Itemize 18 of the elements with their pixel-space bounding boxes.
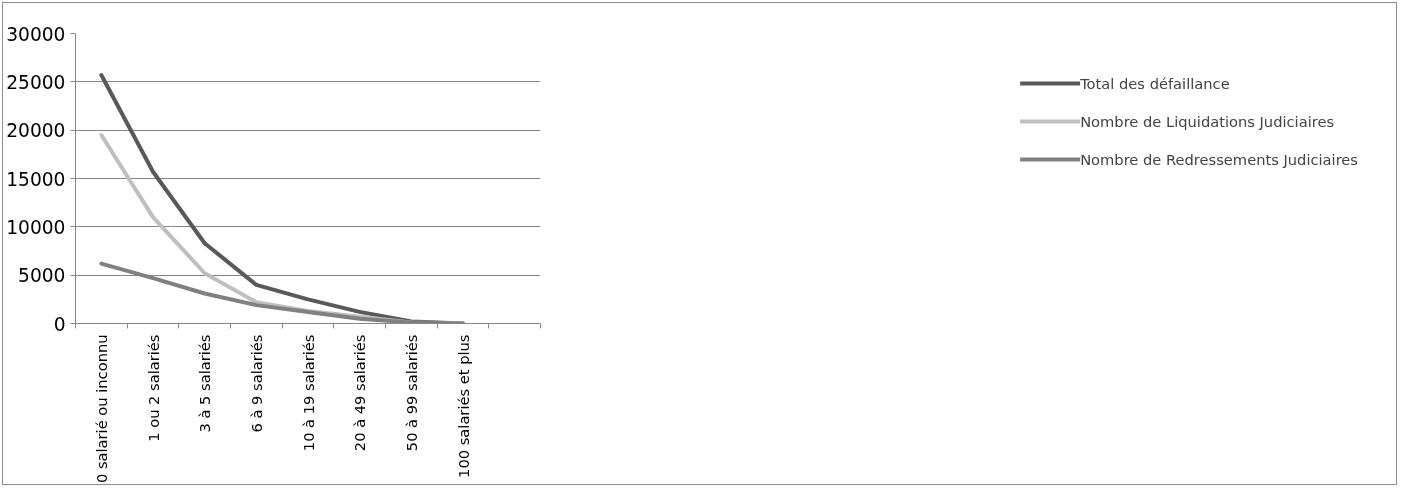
legend-label: Nombre de Redressements Judiciaires [1080,150,1358,168]
x-tick-label: 50 à 99 salariés [402,334,420,452]
x-tick-label: 6 à 9 salariés [247,334,265,433]
x-tick-label: 1 ou 2 salariés [144,334,162,442]
y-tick-label: 30000 [6,23,66,45]
y-tick-label: 25000 [6,71,66,93]
x-tick-label: 20 à 49 salariés [351,334,369,452]
y-tick-label: 15000 [6,168,66,190]
y-tick-label: 0 [53,313,66,335]
legend-label: Total des défaillance [1080,74,1230,92]
x-tick-label: 10 à 19 salariés [299,334,317,452]
x-tick-label: 0 salarié ou inconnu [92,334,110,484]
x-tick-label: 100 salariés et plus [454,334,472,478]
y-tick-label: 20000 [6,120,66,142]
x-tick-label: 3 à 5 salariés [196,334,214,433]
y-tick-label: 5000 [18,265,66,287]
y-tick-label: 10000 [6,216,66,238]
legend-label: Nombre de Liquidations Judiciaires [1080,112,1335,130]
